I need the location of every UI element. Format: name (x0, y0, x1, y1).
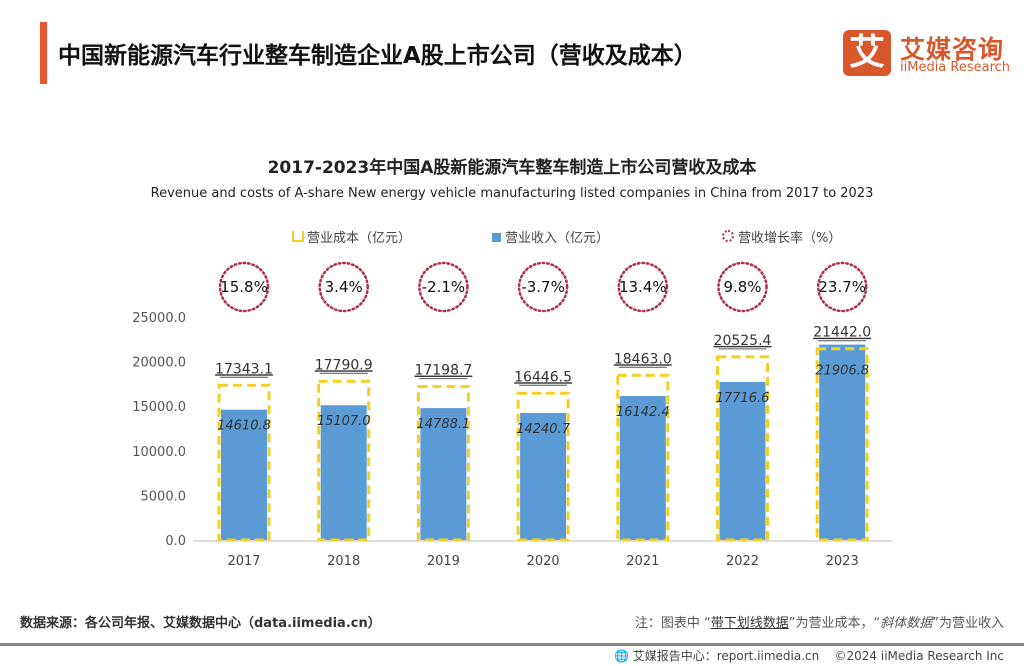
revenue-label: 21906.8 (815, 364, 869, 379)
cost-label: 21442.0 (813, 325, 871, 341)
footer-divider (0, 643, 1024, 646)
globe-icon: 🌐 (613, 649, 629, 663)
revenue-swatch-icon (492, 233, 501, 242)
cost-bar (616, 373, 670, 542)
growth-marker (816, 261, 868, 313)
cost-bar (217, 383, 271, 542)
copyright: ©2024 iiMedia Research Inc (834, 649, 1004, 663)
revenue-bar (221, 409, 267, 540)
legend-cost: 营业成本（亿元） (292, 227, 411, 246)
legend-growth-label: 营收增长率（%） (738, 231, 842, 246)
x-tick-label: 2018 (327, 554, 360, 569)
revenue-bar (320, 405, 367, 540)
growth-label: 9.8% (723, 278, 761, 296)
chart-plot: 0.0 5000.0 10000.0 15000.0 20000.0 25000.0 173… (132, 261, 893, 569)
footer-report: 🌐 艾媒报告中心：report.iimedia.cn ©2024 iiMedia… (614, 647, 1004, 664)
y-tick-label: 15000.0 (132, 400, 186, 415)
revenue-label: 14610.8 (217, 419, 271, 434)
revenue-label: 14788.1 (417, 417, 471, 432)
revenue-bar (520, 412, 567, 540)
logo-name-cn: 艾媒咨询 (900, 35, 1005, 64)
note-suffix: ”为营业收入 (932, 616, 1004, 631)
x-tick-label: 2019 (427, 554, 460, 569)
chart-note: 注：图表中 “带下划线数据”为营业成本，“斜体数据”为营业收入 (635, 612, 1004, 631)
y-tick-label: 0.0 (165, 534, 186, 549)
growth-label: 3.4% (325, 278, 363, 296)
cost-swatch-icon (292, 231, 304, 242)
growth-marker (517, 261, 569, 313)
note-italic: 斜体数据 (880, 616, 933, 631)
revenue-bar (719, 381, 766, 540)
logo-mark: 艾 (843, 30, 891, 76)
cost-bar (416, 385, 470, 542)
legend-revenue: 营业收入（亿元） (492, 227, 609, 246)
growth-marker (617, 261, 669, 313)
growth-marker (318, 261, 369, 313)
growth-marker (418, 261, 469, 313)
x-tick-label: 2020 (527, 554, 560, 569)
revenue-bar (420, 408, 467, 540)
revenue-label: 15107.0 (317, 414, 371, 429)
growth-label: -3.7% (521, 278, 565, 296)
y-tick-label: 10000.0 (132, 445, 186, 460)
growth-marker (717, 261, 768, 313)
legend-growth: 营收增长率（%） (722, 227, 841, 246)
cost-label: 17343.1 (215, 361, 273, 377)
growth-label: 15.8% (220, 278, 268, 296)
note-underline: 带下划线数据 (710, 616, 789, 631)
y-tick-label: 25000.0 (132, 311, 186, 326)
cost-bar (716, 355, 769, 542)
note-prefix: 注：图表中 “ (634, 616, 711, 631)
cost-label: 17198.7 (414, 363, 472, 379)
cost-label: 18463.0 (614, 351, 672, 367)
cost-label: 16446.5 (514, 369, 572, 385)
chart-subtitle: Revenue and costs of A-share New energy … (150, 186, 874, 201)
cost-bar (317, 379, 371, 542)
logo-name-en: iiMedia Research (900, 60, 1011, 75)
cost-label: 20525.4 (714, 333, 772, 349)
chart-title: 2017-2023年中国A股新能源汽车整车制造上市公司营收及成本 (267, 158, 757, 178)
y-tick-label: 5000.0 (141, 489, 187, 504)
revenue-bar (819, 344, 866, 540)
cost-label: 17790.9 (315, 357, 373, 373)
growth-marker (218, 261, 270, 313)
revenue-label: 17716.6 (716, 391, 770, 406)
x-tick-label: 2021 (626, 554, 659, 569)
header-accent-bar (40, 22, 47, 84)
legend-revenue-label: 营业收入（亿元） (505, 231, 610, 246)
cost-bar (815, 347, 869, 542)
growth-label: 23.7% (818, 278, 866, 296)
x-tick-label: 2023 (826, 554, 859, 569)
x-tick-label: 2017 (227, 554, 260, 569)
revenue-label: 16142.4 (616, 405, 670, 420)
revenue-bar (619, 396, 666, 540)
revenue-label: 14240.7 (516, 422, 570, 437)
data-source: 数据来源：各公司年报、艾媒数据中心（data.iimedia.cn） (20, 616, 381, 631)
growth-swatch-icon (722, 230, 734, 242)
y-tick-label: 20000.0 (132, 356, 186, 371)
report-link[interactable]: 艾媒报告中心：report.iimedia.cn (632, 649, 820, 663)
note-mid: ”为营业成本，“ (788, 616, 881, 631)
page-title: 中国新能源汽车行业整车制造企业A股上市公司（营收及成本） (58, 43, 697, 69)
growth-label: -2.1% (422, 278, 466, 296)
legend-cost-label: 营业成本（亿元） (307, 231, 412, 246)
x-tick-label: 2022 (726, 554, 759, 569)
growth-label: 13.4% (619, 278, 667, 296)
